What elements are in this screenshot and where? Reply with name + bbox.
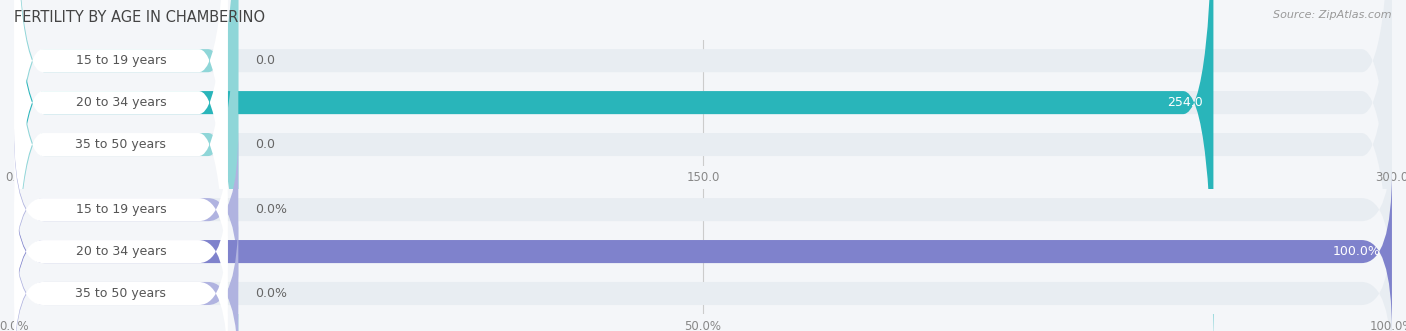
FancyBboxPatch shape	[14, 213, 238, 331]
FancyBboxPatch shape	[14, 0, 238, 326]
Text: 15 to 19 years: 15 to 19 years	[76, 54, 166, 67]
Text: 0.0: 0.0	[254, 54, 274, 67]
FancyBboxPatch shape	[14, 133, 228, 286]
FancyBboxPatch shape	[14, 129, 1392, 290]
FancyBboxPatch shape	[14, 0, 228, 312]
Text: 35 to 50 years: 35 to 50 years	[76, 138, 166, 151]
Text: 254.0: 254.0	[1167, 96, 1202, 109]
Text: 35 to 50 years: 35 to 50 years	[76, 287, 166, 300]
Text: Source: ZipAtlas.com: Source: ZipAtlas.com	[1274, 10, 1392, 20]
FancyBboxPatch shape	[14, 0, 228, 331]
FancyBboxPatch shape	[14, 175, 228, 328]
Text: 0.0: 0.0	[254, 138, 274, 151]
Text: 0.0%: 0.0%	[254, 203, 287, 216]
FancyBboxPatch shape	[14, 0, 1392, 331]
FancyBboxPatch shape	[14, 171, 1392, 331]
FancyBboxPatch shape	[14, 217, 228, 331]
FancyBboxPatch shape	[14, 0, 1392, 326]
FancyBboxPatch shape	[14, 0, 228, 331]
FancyBboxPatch shape	[14, 0, 238, 331]
Text: 100.0%: 100.0%	[1333, 245, 1381, 258]
Text: 15 to 19 years: 15 to 19 years	[76, 203, 166, 216]
FancyBboxPatch shape	[14, 0, 1392, 331]
FancyBboxPatch shape	[14, 171, 1392, 331]
Text: 0.0%: 0.0%	[254, 287, 287, 300]
FancyBboxPatch shape	[14, 129, 238, 290]
FancyBboxPatch shape	[14, 0, 1213, 331]
Text: 20 to 34 years: 20 to 34 years	[76, 245, 166, 258]
Text: FERTILITY BY AGE IN CHAMBERINO: FERTILITY BY AGE IN CHAMBERINO	[14, 10, 266, 25]
FancyBboxPatch shape	[14, 213, 1392, 331]
Text: 20 to 34 years: 20 to 34 years	[76, 96, 166, 109]
